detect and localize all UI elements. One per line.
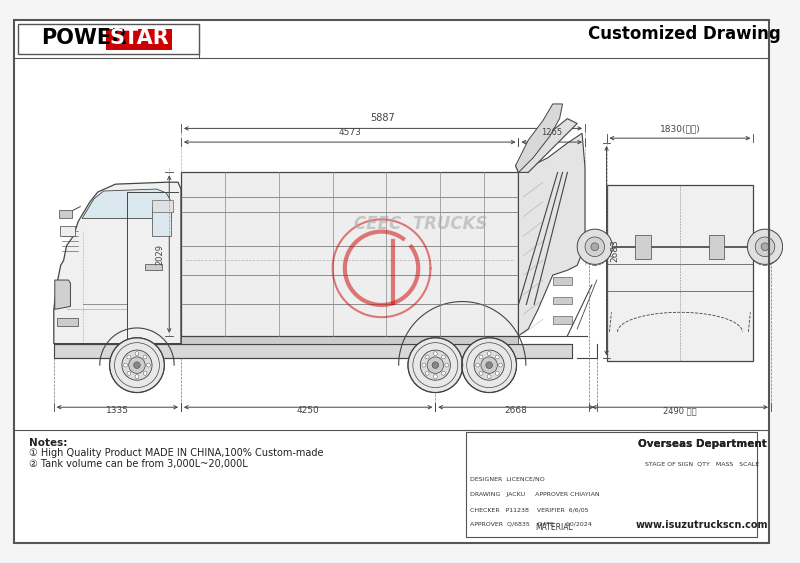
- Circle shape: [432, 362, 438, 368]
- Bar: [466, 432, 757, 537]
- Circle shape: [143, 355, 147, 359]
- Polygon shape: [82, 189, 171, 218]
- Text: 1335: 1335: [106, 406, 129, 415]
- Bar: [181, 336, 518, 343]
- Text: 2683: 2683: [610, 239, 619, 262]
- Circle shape: [427, 357, 443, 373]
- Text: 5887: 5887: [370, 113, 395, 123]
- Bar: [553, 316, 572, 324]
- Bar: [152, 200, 173, 212]
- Text: DRAWING   JACKU     APPROVER CHIAYIAN: DRAWING JACKU APPROVER CHIAYIAN: [470, 491, 599, 497]
- Text: Notes:: Notes:: [30, 437, 68, 448]
- Bar: [57, 318, 78, 326]
- Polygon shape: [518, 133, 585, 336]
- Text: STAGE OF SIGN  QTY   MASS   SCALE: STAGE OF SIGN QTY MASS SCALE: [645, 462, 759, 467]
- Text: ① High Quality Product MADE IN CHINA,100% Custom-made: ① High Quality Product MADE IN CHINA,100…: [30, 448, 324, 458]
- Bar: [553, 297, 572, 305]
- Circle shape: [127, 372, 130, 375]
- Circle shape: [122, 350, 152, 380]
- Circle shape: [755, 237, 774, 257]
- Circle shape: [747, 229, 782, 265]
- Circle shape: [426, 355, 429, 359]
- Circle shape: [143, 372, 147, 375]
- Circle shape: [442, 355, 446, 359]
- Circle shape: [498, 363, 502, 367]
- Text: 2029: 2029: [155, 244, 164, 265]
- Circle shape: [445, 363, 449, 367]
- Text: CEEC  TRUCKS: CEEC TRUCKS: [354, 215, 487, 233]
- Text: CHECKER   P11238    VERIFIER  6/6/05: CHECKER P11238 VERIFIER 6/6/05: [470, 507, 588, 512]
- Circle shape: [135, 375, 139, 378]
- Text: STAR: STAR: [109, 28, 169, 48]
- Text: www.isuzutruckscn.com: www.isuzutruckscn.com: [636, 520, 768, 530]
- Text: MATERIAL: MATERIAL: [535, 523, 573, 532]
- Bar: [635, 235, 651, 258]
- Bar: [152, 207, 171, 236]
- Circle shape: [442, 372, 446, 375]
- Circle shape: [495, 372, 499, 375]
- Text: Overseas Department: Overseas Department: [638, 439, 766, 449]
- Text: 2668: 2668: [505, 406, 527, 415]
- Text: Overseas Department: Overseas Department: [638, 439, 766, 449]
- Bar: [60, 226, 75, 236]
- Text: POWER: POWER: [41, 28, 127, 48]
- Circle shape: [487, 375, 491, 378]
- Circle shape: [474, 350, 504, 380]
- Circle shape: [420, 350, 450, 380]
- Circle shape: [476, 363, 479, 367]
- Text: 1265: 1265: [541, 128, 562, 137]
- Circle shape: [408, 338, 462, 392]
- Text: ② Tank volume can be from 3,000L~20,000L: ② Tank volume can be from 3,000L~20,000L: [30, 459, 248, 469]
- Circle shape: [434, 352, 438, 356]
- Circle shape: [585, 237, 605, 257]
- Circle shape: [127, 355, 130, 359]
- Circle shape: [135, 352, 139, 356]
- Text: 1830(外宽): 1830(外宽): [659, 124, 700, 133]
- Circle shape: [479, 355, 483, 359]
- Circle shape: [479, 372, 483, 375]
- Bar: [553, 277, 572, 285]
- Circle shape: [495, 355, 499, 359]
- Bar: [145, 265, 162, 270]
- Circle shape: [146, 363, 150, 367]
- Bar: [58, 209, 72, 218]
- Text: 2490 外宽: 2490 外宽: [663, 406, 697, 415]
- Bar: [18, 24, 198, 54]
- Bar: [606, 185, 754, 361]
- Circle shape: [426, 372, 429, 375]
- Text: DESIGNER  LICENCE/NO: DESIGNER LICENCE/NO: [470, 476, 544, 481]
- Circle shape: [123, 363, 127, 367]
- Circle shape: [110, 338, 164, 392]
- Text: 4573: 4573: [338, 128, 361, 137]
- Bar: [181, 172, 518, 336]
- Polygon shape: [515, 119, 577, 172]
- Circle shape: [462, 338, 517, 392]
- Circle shape: [577, 229, 613, 265]
- Bar: [709, 235, 725, 258]
- Circle shape: [422, 363, 426, 367]
- Circle shape: [129, 357, 145, 373]
- Circle shape: [434, 375, 438, 378]
- Circle shape: [486, 362, 493, 368]
- Bar: [106, 29, 172, 50]
- Polygon shape: [54, 182, 181, 343]
- Polygon shape: [54, 280, 70, 310]
- Bar: [54, 343, 572, 358]
- Circle shape: [591, 243, 598, 251]
- Polygon shape: [515, 104, 562, 172]
- Circle shape: [481, 357, 498, 373]
- Circle shape: [134, 362, 140, 368]
- Circle shape: [761, 243, 769, 251]
- Text: Customized Drawing: Customized Drawing: [589, 25, 781, 42]
- Text: APPROVER  Q/6835    DATE      10/2024: APPROVER Q/6835 DATE 10/2024: [470, 521, 591, 526]
- Circle shape: [487, 352, 491, 356]
- Text: 4250: 4250: [297, 406, 319, 415]
